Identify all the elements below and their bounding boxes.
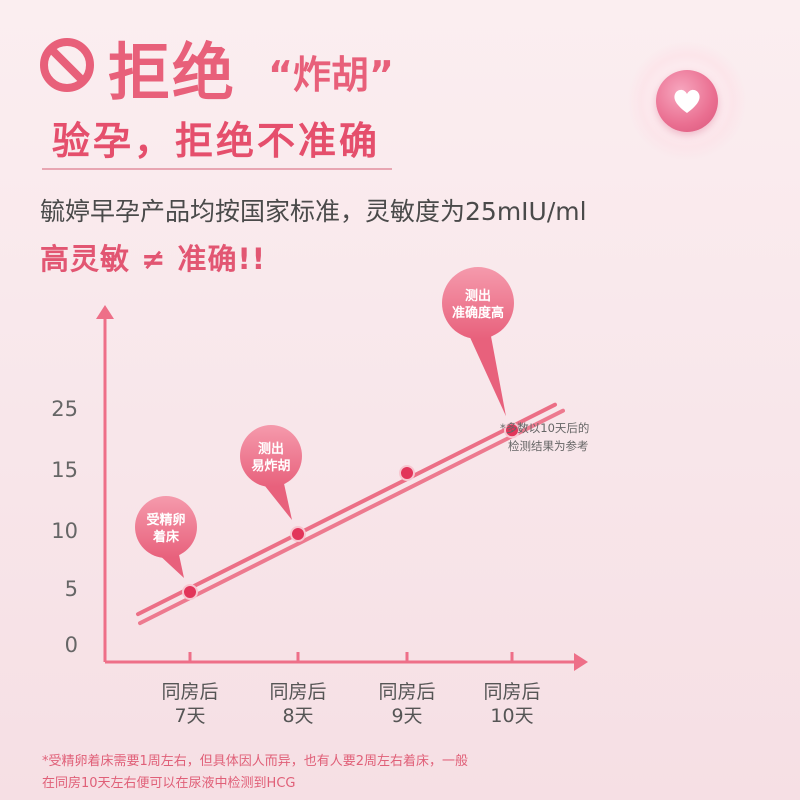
sensitivity-info: 毓婷早孕产品均按国家标准，灵敏度为25mIU/ml [40, 197, 587, 226]
x-axis-arrow [574, 653, 588, 671]
chart-axes [96, 305, 588, 671]
ban-icon [40, 38, 94, 92]
data-point [504, 422, 520, 439]
y-tick-label: 15 [51, 458, 78, 482]
x-tick-label: 同房后 [161, 681, 218, 703]
bubble-label: 准确度高 [452, 305, 504, 321]
y-tick-label: 5 [65, 577, 78, 601]
y-tick-labels: 0 5 10 15 25 [51, 397, 78, 657]
footnote-line-1: *受精卵着床需要1周左右，但具体因人而异，也有人要2周左右着床，一般 [42, 754, 469, 769]
data-point [399, 465, 415, 481]
trend-line-upper [136, 402, 557, 617]
x-tick-label: 9天 [391, 705, 422, 727]
heart-icon [656, 70, 718, 132]
page-subtitle: 验孕，拒绝不准确 [52, 119, 381, 163]
y-tick-label: 0 [65, 633, 78, 657]
footnote-line-2: 在同房10天左右便可以在尿液中检测到HCG [42, 776, 296, 791]
x-tick-label: 10天 [490, 705, 533, 727]
bubble-pointer [261, 479, 292, 520]
x-tick-label: 8天 [282, 705, 313, 727]
bubble-label: 易炸胡 [251, 458, 290, 474]
title-quote: “炸胡” [268, 53, 394, 97]
data-point [182, 584, 198, 600]
header-divider [42, 168, 392, 170]
bubble-label: 测出 [258, 441, 284, 457]
x-tick-label: 同房后 [269, 681, 326, 703]
y-tick-label: 25 [51, 397, 78, 421]
bubble-label: 受精卵 [146, 512, 185, 528]
trend-line-lower [138, 408, 565, 626]
data-point [290, 526, 306, 542]
tagline: 高灵敏 ≠ 准确!! [40, 242, 266, 276]
data-points [182, 422, 520, 600]
bubble-body [240, 425, 302, 487]
bubble-body [442, 267, 514, 339]
x-tick-label: 同房后 [378, 681, 435, 703]
bubble-label: 测出 [465, 288, 491, 304]
y-axis-arrow [96, 305, 114, 319]
y-tick-label: 10 [51, 519, 78, 543]
series-line [136, 402, 565, 626]
annotation-bubble: 受精卵着床 [135, 496, 197, 578]
x-tick-label: 7天 [174, 705, 205, 727]
bubble-pointer [468, 331, 506, 417]
bubble-label: 着床 [152, 529, 180, 545]
chart-note-line: *多数以10天后的 [500, 421, 589, 435]
x-tick-label: 同房后 [483, 681, 540, 703]
chart-note: *多数以10天后的检测结果为参考 [500, 421, 589, 453]
bubble-body [135, 496, 197, 558]
chart-note-line: 检测结果为参考 [508, 439, 589, 453]
page-title: 拒绝 [108, 36, 237, 109]
